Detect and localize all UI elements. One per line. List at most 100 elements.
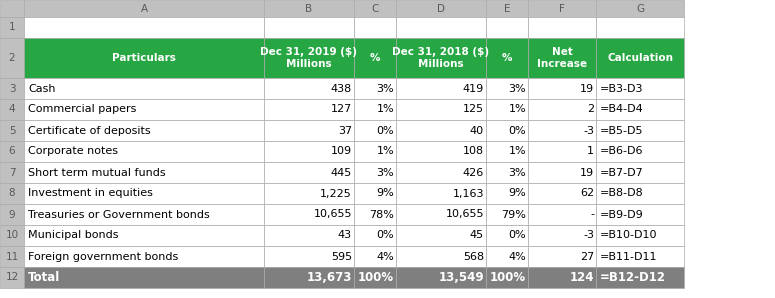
Text: =B3-D3: =B3-D3 [600,83,643,94]
Bar [396,204,486,225]
Bar [354,141,396,162]
Text: 9%: 9% [376,189,394,198]
Text: 10,655: 10,655 [446,209,484,220]
Bar [354,204,396,225]
Bar [354,78,396,99]
Bar [0,120,24,141]
Text: 124: 124 [570,271,594,284]
Text: 37: 37 [338,125,352,136]
Text: Corporate notes: Corporate notes [28,147,118,156]
Text: Total: Total [28,271,60,284]
Text: 3%: 3% [377,167,394,178]
Bar [0,38,24,78]
Bar [528,78,596,99]
Text: 8: 8 [9,189,16,198]
Text: -3: -3 [583,125,594,136]
Bar [396,267,486,288]
Bar [396,141,486,162]
Text: G: G [636,4,644,13]
Text: 1,163: 1,163 [453,189,484,198]
Text: %: % [370,53,381,63]
Text: Dec 31, 2018 ($)
Millions: Dec 31, 2018 ($) Millions [392,47,490,69]
Bar [396,78,486,99]
Text: Certificate of deposits: Certificate of deposits [28,125,150,136]
Bar [354,38,396,78]
Bar [0,162,24,183]
Text: 426: 426 [463,167,484,178]
Bar [0,267,24,288]
Bar [0,17,24,38]
Bar [0,225,24,246]
Text: Investment in equities: Investment in equities [28,189,153,198]
Text: 100%: 100% [358,271,394,284]
Bar [0,78,24,99]
Bar [596,225,684,246]
Bar [486,38,528,78]
Bar [264,204,354,225]
Text: C: C [371,4,379,13]
Text: -3: -3 [583,230,594,240]
Bar [486,267,528,288]
Text: 3%: 3% [377,83,394,94]
Bar [596,99,684,120]
Bar [528,267,596,288]
Text: =B7-D7: =B7-D7 [600,167,644,178]
Bar [264,246,354,267]
Text: %: % [501,53,512,63]
Bar [396,183,486,204]
Text: 4%: 4% [376,252,394,262]
Bar [486,0,528,17]
Bar [24,162,264,183]
Text: 595: 595 [331,252,352,262]
Bar [596,246,684,267]
Text: 1%: 1% [508,147,526,156]
Text: 1: 1 [587,147,594,156]
Bar [264,120,354,141]
Bar [0,141,24,162]
Bar [528,141,596,162]
Text: 27: 27 [580,252,594,262]
Bar [264,225,354,246]
Text: 1%: 1% [377,147,394,156]
Bar [24,17,264,38]
Text: 45: 45 [470,230,484,240]
Text: 6: 6 [9,147,16,156]
Text: =B4-D4: =B4-D4 [600,105,644,114]
Bar [396,38,486,78]
Text: =B6-D6: =B6-D6 [600,147,643,156]
Bar [0,99,24,120]
Bar [24,183,264,204]
Text: 19: 19 [580,83,594,94]
Text: 4: 4 [9,105,16,114]
Text: 3: 3 [9,83,16,94]
Text: A: A [140,4,147,13]
Text: 0%: 0% [508,125,526,136]
Bar [528,120,596,141]
Text: 79%: 79% [501,209,526,220]
Text: E: E [504,4,510,13]
Bar [396,162,486,183]
Text: Foreign government bonds: Foreign government bonds [28,252,178,262]
Bar [354,99,396,120]
Text: =B10-D10: =B10-D10 [600,230,657,240]
Text: 40: 40 [470,125,484,136]
Text: 0%: 0% [377,125,394,136]
Bar [596,267,684,288]
Text: 125: 125 [463,105,484,114]
Bar [528,225,596,246]
Bar [264,141,354,162]
Text: Net
Increase: Net Increase [537,47,587,69]
Bar [264,267,354,288]
Bar [596,120,684,141]
Text: 5: 5 [9,125,16,136]
Text: 19: 19 [580,167,594,178]
Bar [24,204,264,225]
Text: 9%: 9% [508,189,526,198]
Text: =B8-D8: =B8-D8 [600,189,644,198]
Bar [528,17,596,38]
Bar [264,99,354,120]
Text: =B12-D12: =B12-D12 [600,271,666,284]
Text: Municipal bonds: Municipal bonds [28,230,119,240]
Bar [396,225,486,246]
Text: =B11-D11: =B11-D11 [600,252,657,262]
